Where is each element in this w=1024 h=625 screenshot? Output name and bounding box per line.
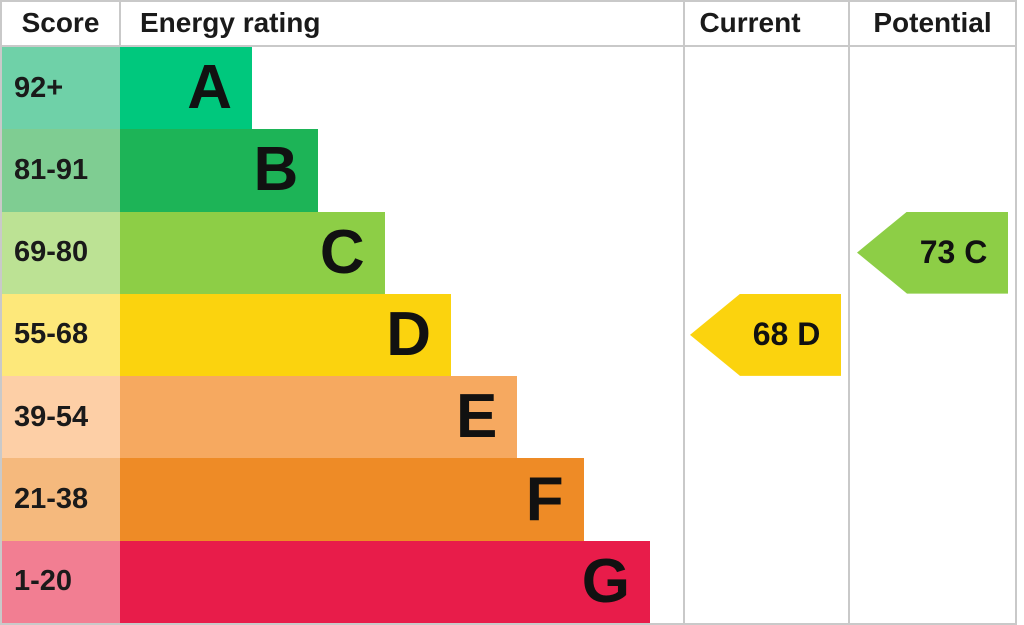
band-row: 92+ A xyxy=(2,47,1015,130)
band-row: 1-20 G xyxy=(2,540,1015,623)
column-header-energy-rating: Energy rating xyxy=(140,7,321,38)
band-letter: F xyxy=(525,464,564,534)
border-left xyxy=(0,0,2,625)
score-range: 69-80 xyxy=(2,211,120,294)
band-letter: D xyxy=(386,299,431,369)
band-bar-b: B xyxy=(120,129,319,212)
column-header-score: Score xyxy=(21,7,100,38)
band-letter: G xyxy=(581,546,630,616)
band-bar-a: A xyxy=(120,47,252,130)
header-divider xyxy=(0,45,1017,47)
band-letter: E xyxy=(455,382,498,452)
band-letter: C xyxy=(319,217,365,287)
band-row: 21-38 F xyxy=(2,458,1015,541)
band-bar-f: F xyxy=(120,458,584,541)
score-range: 81-91 xyxy=(2,129,120,212)
column-header-potential: Potential xyxy=(873,7,992,38)
band-bar-e: E xyxy=(120,376,518,459)
border-right xyxy=(1015,0,1017,625)
score-column-divider xyxy=(119,0,121,47)
score-range: 55-68 xyxy=(2,293,120,377)
band-bar-g: G xyxy=(120,540,650,623)
score-range: 39-54 xyxy=(2,376,120,459)
column-header-current: Current xyxy=(699,7,801,38)
band-row: 81-91 B xyxy=(2,129,1015,212)
band-bar-c: C xyxy=(120,211,385,294)
bands-rows: 92+ A 81-91 B 69-80 C 55-68 D 39-54 E 21… xyxy=(2,47,1015,623)
band-letter: A xyxy=(187,53,232,123)
border-bottom xyxy=(0,623,1017,625)
score-range: 1-20 xyxy=(2,540,120,623)
potential-column-divider xyxy=(848,0,850,625)
band-row: 55-68 D xyxy=(2,293,1015,377)
score-range: 92+ xyxy=(2,47,120,130)
border-top xyxy=(0,0,1017,2)
band-row: 69-80 C xyxy=(2,211,1015,294)
band-letter: B xyxy=(253,135,299,205)
score-range: 21-38 xyxy=(2,458,120,541)
current-column-divider xyxy=(683,0,685,625)
band-bar-d: D xyxy=(120,293,451,377)
band-row: 39-54 E xyxy=(2,376,1015,459)
